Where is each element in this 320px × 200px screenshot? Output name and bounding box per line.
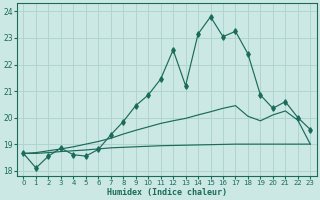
X-axis label: Humidex (Indice chaleur): Humidex (Indice chaleur) [107,188,227,197]
